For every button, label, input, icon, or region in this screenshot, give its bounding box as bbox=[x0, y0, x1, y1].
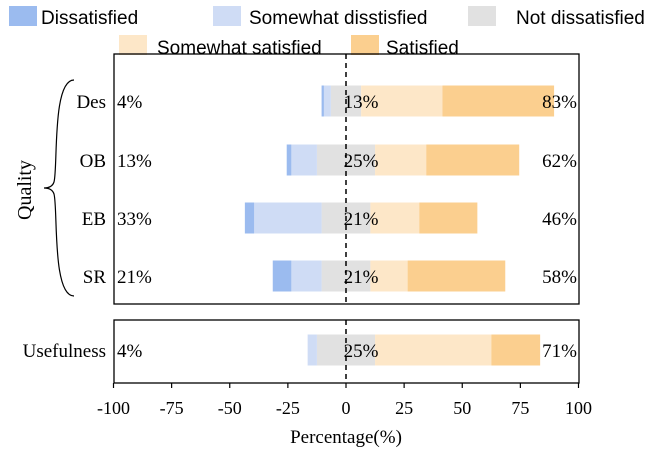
panel-2: 4% 25% 71% Usefulness bbox=[23, 319, 580, 384]
bar-segment-somewhat-satisfied bbox=[370, 202, 420, 234]
data-label-center: 13% bbox=[344, 92, 379, 113]
data-label-center: 25% bbox=[344, 151, 379, 172]
x-tick-label: 50 bbox=[453, 398, 471, 418]
category-label: OB bbox=[80, 151, 106, 172]
x-tick-label: 25 bbox=[395, 398, 413, 418]
legend-swatch-not-dissatisfied bbox=[468, 6, 496, 26]
bar-segment-not-dissatisfied bbox=[316, 144, 376, 176]
bar-segment-somewhat-satisfied bbox=[375, 334, 492, 366]
category-label: EB bbox=[82, 209, 106, 230]
group-label-quality: Quality bbox=[14, 160, 36, 220]
legend-label-not-dissatisfied: Not dissatisfied bbox=[516, 8, 645, 29]
bar-segment-somewhat-dissatisfied bbox=[254, 202, 322, 234]
x-tick-label: -75 bbox=[160, 398, 184, 418]
data-label-center: 21% bbox=[344, 267, 379, 288]
legend-label-satisfied: Satisfied bbox=[386, 38, 459, 59]
legend-label-somewhat-dissatisfied: Somewhat disstisfied bbox=[249, 8, 427, 29]
category-label: Des bbox=[76, 92, 106, 113]
bar-segment-satisfied bbox=[407, 260, 506, 292]
x-tick-label: -25 bbox=[276, 398, 300, 418]
bar-row: 4% 13% 83% Des bbox=[76, 85, 577, 117]
bar-segment-somewhat-dissatisfied bbox=[291, 144, 317, 176]
bar-segment-satisfied bbox=[442, 85, 555, 117]
bar-segment-satisfied bbox=[419, 202, 478, 234]
x-tick-label: 75 bbox=[511, 398, 529, 418]
x-axis-title: Percentage(%) bbox=[290, 427, 402, 448]
group-brace: Quality bbox=[14, 79, 75, 297]
category-label: Usefulness bbox=[23, 341, 106, 362]
data-label-left: 13% bbox=[117, 151, 152, 172]
x-axis: -100 -75 -50 -25 0 25 50 75 100 Percentage(%) bbox=[97, 383, 592, 448]
bar-row: 13% 25% 62% OB bbox=[80, 144, 577, 176]
bar-segment-dissatisfied bbox=[272, 260, 292, 292]
x-tick-label: -50 bbox=[218, 398, 242, 418]
data-label-left: 4% bbox=[117, 92, 143, 113]
legend-label-somewhat-satisfied: Somewhat satisfied bbox=[157, 38, 322, 59]
bar-segment-satisfied bbox=[426, 144, 520, 176]
data-label-right: 71% bbox=[542, 341, 577, 362]
data-label-left: 33% bbox=[117, 209, 152, 230]
x-tick-label: 0 bbox=[342, 398, 351, 418]
data-label-right: 58% bbox=[542, 267, 577, 288]
bar-segment-dissatisfied bbox=[244, 202, 255, 234]
data-label-right: 46% bbox=[542, 209, 577, 230]
bar-segment-somewhat-dissatisfied bbox=[307, 334, 317, 366]
data-label-right: 83% bbox=[542, 92, 577, 113]
legend-swatch-somewhat-dissatisfied bbox=[213, 6, 241, 26]
legend-label-dissatisfied: Dissatisfied bbox=[41, 8, 138, 29]
brace-path bbox=[43, 79, 75, 297]
bar-segment-somewhat-satisfied bbox=[375, 144, 427, 176]
bar-segment-dissatisfied bbox=[286, 144, 292, 176]
bar-segment-somewhat-dissatisfied bbox=[291, 260, 322, 292]
bar-segment-somewhat-dissatisfied bbox=[323, 85, 331, 117]
x-tick-label: -100 bbox=[97, 398, 130, 418]
legend-swatch-satisfied bbox=[351, 35, 379, 55]
data-label-left: 21% bbox=[117, 267, 152, 288]
bar-segment-somewhat-satisfied bbox=[361, 85, 443, 117]
x-tick-label: 100 bbox=[565, 398, 592, 418]
bar-row: 21% 21% 58% SR bbox=[83, 260, 577, 292]
data-label-center: 25% bbox=[344, 341, 379, 362]
panel-1: 4% 13% 83% Des 13% 25% 62% OB 33% 21% 46% EB 21% 21% 5… bbox=[76, 53, 580, 305]
bar-segment-satisfied bbox=[491, 334, 541, 366]
data-label-left: 4% bbox=[117, 341, 143, 362]
bar-row: 4% 25% 71% Usefulness bbox=[23, 334, 577, 366]
data-label-right: 62% bbox=[542, 151, 577, 172]
legend: Dissatisfied Somewhat disstisfied Not diss… bbox=[9, 6, 645, 59]
bar-segment-somewhat-satisfied bbox=[370, 260, 408, 292]
data-label-center: 21% bbox=[344, 209, 379, 230]
legend-swatch-dissatisfied bbox=[9, 6, 37, 26]
category-label: SR bbox=[83, 267, 107, 288]
bar-row: 33% 21% 46% EB bbox=[82, 202, 577, 234]
bar-segment-dissatisfied bbox=[321, 85, 324, 117]
legend-swatch-somewhat-satisfied bbox=[119, 35, 147, 55]
